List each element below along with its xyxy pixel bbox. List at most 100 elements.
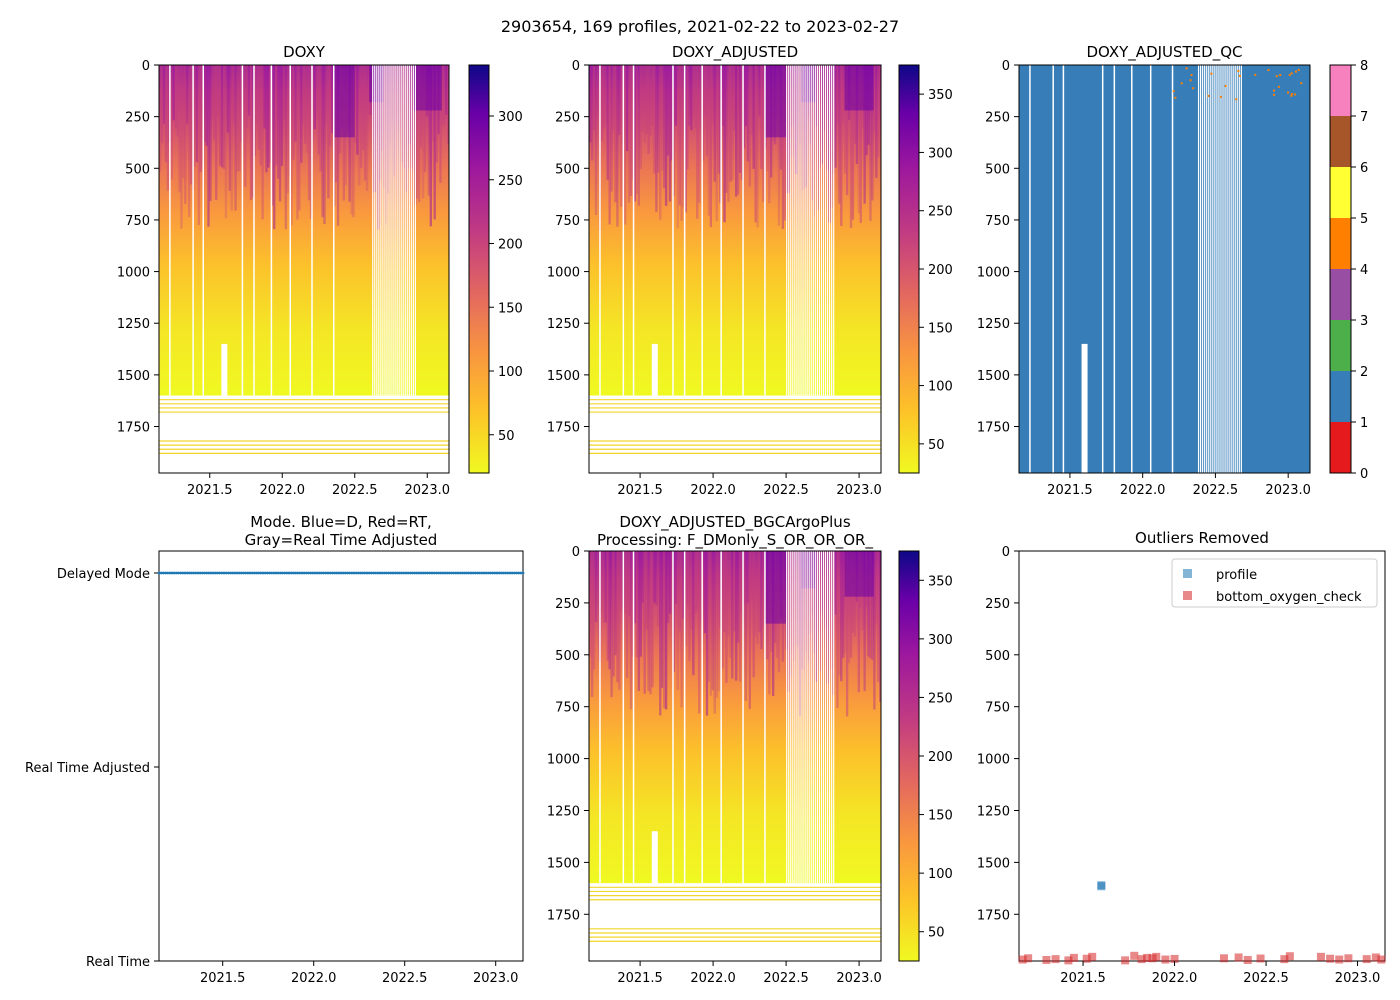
heatmap-column: [840, 551, 843, 682]
heatmap-column: [653, 65, 656, 174]
heatmap-column: [805, 65, 808, 188]
outlier-point: [1051, 955, 1060, 964]
x-tick-label: 2022.5: [763, 483, 809, 498]
mode-point: [378, 571, 382, 575]
gap-line: [790, 551, 792, 884]
mode-point: [192, 571, 196, 575]
colorbar-tick-label: 300: [498, 110, 523, 125]
heatmap-column: [875, 551, 878, 624]
gap-line: [632, 65, 635, 396]
heatmap-column: [360, 65, 363, 169]
gap-line: [289, 65, 291, 396]
gap-line: [1029, 65, 1031, 473]
heatmap-column: [205, 65, 208, 146]
heatmap-column: [365, 65, 369, 192]
mode-point: [428, 571, 432, 575]
gap-line: [786, 65, 788, 396]
heatmap-column: [211, 65, 214, 118]
qc-colorbar-segment: [1330, 371, 1351, 422]
y-tick-label: 1250: [117, 317, 150, 332]
heatmap-column: [725, 65, 728, 193]
mode-point: [343, 571, 347, 575]
heatmap-column: [877, 551, 880, 683]
heatmap-column: [871, 65, 874, 201]
heatmap-column: [661, 551, 664, 688]
qc-flag-point: [1189, 79, 1192, 82]
heatmap-column: [740, 65, 744, 181]
heatmap-column: [725, 551, 728, 683]
mode-point: [281, 571, 284, 575]
heatmap-column: [810, 65, 814, 200]
outlier-point: [1121, 956, 1130, 965]
heatmap-column: [352, 65, 355, 218]
mode-point: [333, 571, 336, 575]
mode-point: [218, 571, 222, 575]
heatmap-column: [736, 65, 740, 195]
qc-flag-point: [1275, 75, 1278, 78]
heatmap-column: [698, 551, 701, 714]
gap-line: [1200, 65, 1202, 473]
heatmap-column: [257, 65, 260, 150]
heatmap-column: [742, 65, 746, 149]
gap-line: [802, 551, 804, 884]
mode-point: [393, 571, 397, 575]
heatmap-column: [620, 65, 623, 207]
mode-point: [265, 571, 269, 575]
mode-point: [220, 571, 224, 575]
heatmap-column: [350, 65, 353, 215]
y-tick-label: 1500: [547, 369, 580, 384]
heatmap-column: [228, 65, 231, 191]
gap-line: [796, 65, 798, 396]
mode-point: [198, 571, 202, 575]
heatmap-column: [834, 65, 837, 168]
y-tick-label: 0: [572, 545, 580, 560]
heatmap-column: [847, 551, 851, 663]
gap-line: [808, 551, 810, 884]
gap-line: [800, 65, 802, 396]
gap-line: [1228, 65, 1230, 473]
outlier-point: [1170, 954, 1179, 963]
heatmap-column: [801, 65, 804, 191]
y-tick-label: 1750: [547, 908, 580, 923]
gap-line: [1234, 65, 1236, 473]
gap-line: [632, 551, 635, 884]
mode-point: [190, 571, 193, 575]
mode-point: [417, 571, 421, 575]
heatmap-column: [812, 65, 816, 217]
mode-point: [300, 571, 304, 575]
heatmap-column: [645, 551, 648, 630]
heatmap-column: [744, 65, 748, 127]
heatmap-column: [649, 551, 652, 695]
heatmap-column: [189, 65, 193, 185]
heatmap-column: [807, 551, 810, 663]
mode-point: [463, 571, 466, 575]
colorbar-tick-label: 4: [1360, 263, 1368, 278]
heatmap-column: [838, 551, 841, 676]
mode-point: [330, 571, 334, 575]
mode-point: [352, 571, 356, 575]
chart-title: DOXY_ADJUSTED: [672, 43, 798, 62]
heatmap-column: [594, 65, 598, 216]
mode-point: [415, 571, 419, 575]
heatmap-column: [246, 65, 249, 128]
heatmap-column: [606, 65, 609, 180]
y-tick-label: 250: [125, 111, 150, 126]
chart-outliers-removed: profile bottom_oxygen_check 0 250 500 750 1000…: [977, 529, 1386, 986]
gap-line: [1149, 65, 1152, 473]
legend-marker: [1183, 591, 1192, 600]
mode-point: [419, 571, 423, 575]
y-category-label: Real Time Adjusted: [25, 761, 150, 776]
mode-point: [369, 571, 373, 575]
gap-line: [812, 65, 814, 396]
y-tick-label: 1000: [977, 266, 1010, 281]
heatmap-column: [594, 551, 598, 622]
heatmap-column: [247, 65, 251, 116]
heatmap-column: [672, 65, 676, 197]
gap-line: [822, 551, 825, 884]
outlier-point: [1219, 954, 1228, 963]
heatmap-column: [602, 65, 605, 129]
heatmap-column: [203, 65, 206, 142]
heatmap-column: [635, 551, 639, 658]
heatmap-column: [752, 551, 755, 678]
qc-flag-point: [1277, 85, 1280, 88]
